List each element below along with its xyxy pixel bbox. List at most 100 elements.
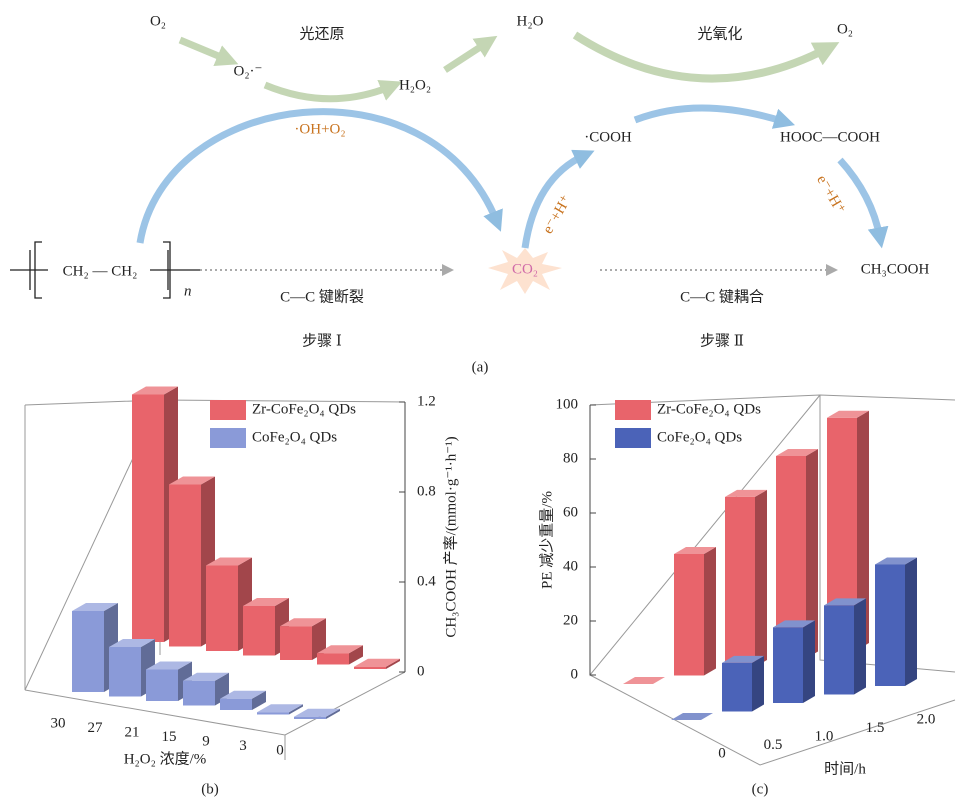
bar — [725, 496, 755, 667]
y-tick-label: 0.4 — [417, 573, 436, 589]
bar-top — [146, 661, 192, 670]
legend-swatch — [210, 400, 246, 420]
label: C—C 键断裂 — [280, 288, 364, 305]
bar-top — [243, 598, 289, 606]
label: 光还原 — [299, 25, 344, 42]
bar-side — [803, 620, 815, 703]
y-axis-label: PE 减少重量/% — [538, 491, 555, 589]
x-tick-label: 2.0 — [917, 711, 936, 727]
arrow — [521, 149, 595, 249]
legend-swatch — [615, 400, 651, 420]
arrow — [443, 35, 498, 73]
label: O₂·⁻ — [234, 63, 263, 79]
bar — [354, 666, 386, 669]
x-tick-label: 21 — [125, 724, 140, 740]
label: CH₃COOH — [861, 261, 930, 277]
bar-side — [349, 645, 363, 665]
x-tick-label: 9 — [202, 733, 210, 749]
arrow — [572, 31, 840, 83]
label: ·COOH — [584, 129, 632, 145]
y-tick-label: 0 — [571, 666, 579, 682]
bar-side — [857, 410, 869, 650]
y-tick-label: 100 — [556, 396, 579, 412]
label: 光氧化 — [697, 25, 742, 42]
bar — [72, 611, 104, 692]
bar-top — [109, 639, 155, 647]
x-tick-label: 0 — [718, 745, 726, 761]
label: n — [184, 283, 192, 299]
bar-top — [280, 618, 326, 627]
y-tick-label: 40 — [563, 558, 578, 574]
bar — [674, 554, 704, 676]
bar-top — [722, 655, 764, 663]
bar-side — [905, 557, 917, 686]
bar — [773, 627, 803, 703]
bar — [257, 712, 289, 715]
bar-top — [257, 704, 303, 713]
bar-top — [824, 598, 866, 606]
bar-top — [725, 489, 767, 497]
y-tick-label: 0 — [417, 663, 425, 679]
label: e⁻+H⁺ — [813, 173, 848, 217]
bar — [132, 394, 164, 642]
polymer-bracket — [10, 241, 200, 299]
label: O₂ — [150, 13, 166, 29]
bar-side — [386, 658, 400, 669]
bar-side — [326, 708, 340, 719]
bar — [146, 669, 178, 701]
x-axis-label: H₂O₂ 浓度/% — [124, 750, 207, 767]
legend-swatch — [210, 428, 246, 448]
bar — [169, 484, 201, 647]
diagram-arrows — [10, 31, 889, 299]
caption: (b) — [201, 781, 219, 797]
bar-side — [312, 618, 326, 660]
y-tick-label: 80 — [563, 450, 578, 466]
label: H₂O₂ — [399, 77, 431, 93]
bar — [183, 680, 215, 706]
bar — [875, 564, 905, 686]
x-tick-label: 27 — [88, 720, 104, 736]
bar-side — [752, 655, 764, 712]
bar-top — [169, 476, 215, 485]
bar — [109, 647, 141, 697]
label: 步骤 Ⅱ — [700, 332, 744, 349]
bar — [243, 606, 275, 656]
bar-top — [674, 547, 716, 554]
bar-top — [317, 645, 363, 654]
x-tick-label: 3 — [239, 738, 247, 754]
label: O₂ — [837, 21, 853, 37]
legend-label: CoFe₂O₄ QDs — [252, 429, 337, 445]
x-tick-label: 1.5 — [866, 720, 885, 736]
legend-label: Zr-CoFe₂O₄ QDs — [657, 401, 761, 417]
bar — [824, 605, 854, 695]
label: CO₂ — [512, 261, 538, 277]
bar-top — [773, 620, 815, 628]
y-tick-label: 0.8 — [417, 483, 436, 499]
y-tick-label: 20 — [563, 612, 578, 628]
bar — [220, 698, 252, 710]
label: CH₂ — CH₂ — [63, 263, 138, 279]
bar-top — [132, 386, 178, 395]
arrow — [136, 108, 503, 244]
bar-top — [827, 410, 869, 418]
arrow — [178, 36, 239, 67]
arrow — [633, 104, 796, 129]
bar-top — [671, 713, 713, 720]
label: e⁻+H⁺ — [540, 193, 575, 237]
arrow — [837, 157, 889, 249]
bar-top — [294, 708, 340, 717]
y-tick-label: 60 — [563, 504, 578, 520]
y-axis-label: CH₃COOH 产率/(mmol·g⁻¹·h⁻¹) — [442, 436, 459, 637]
x-tick-label: 30 — [51, 715, 66, 731]
bar — [280, 626, 312, 660]
co2-burst — [488, 248, 562, 294]
label: HOOC—COOH — [780, 129, 880, 145]
bar-top — [776, 449, 818, 456]
bar — [317, 653, 349, 665]
bar — [722, 662, 752, 712]
bar — [294, 716, 326, 719]
x-tick-label: 0.5 — [764, 737, 783, 753]
bar-top — [875, 557, 917, 565]
label: ·OH+O₂ — [294, 121, 345, 137]
